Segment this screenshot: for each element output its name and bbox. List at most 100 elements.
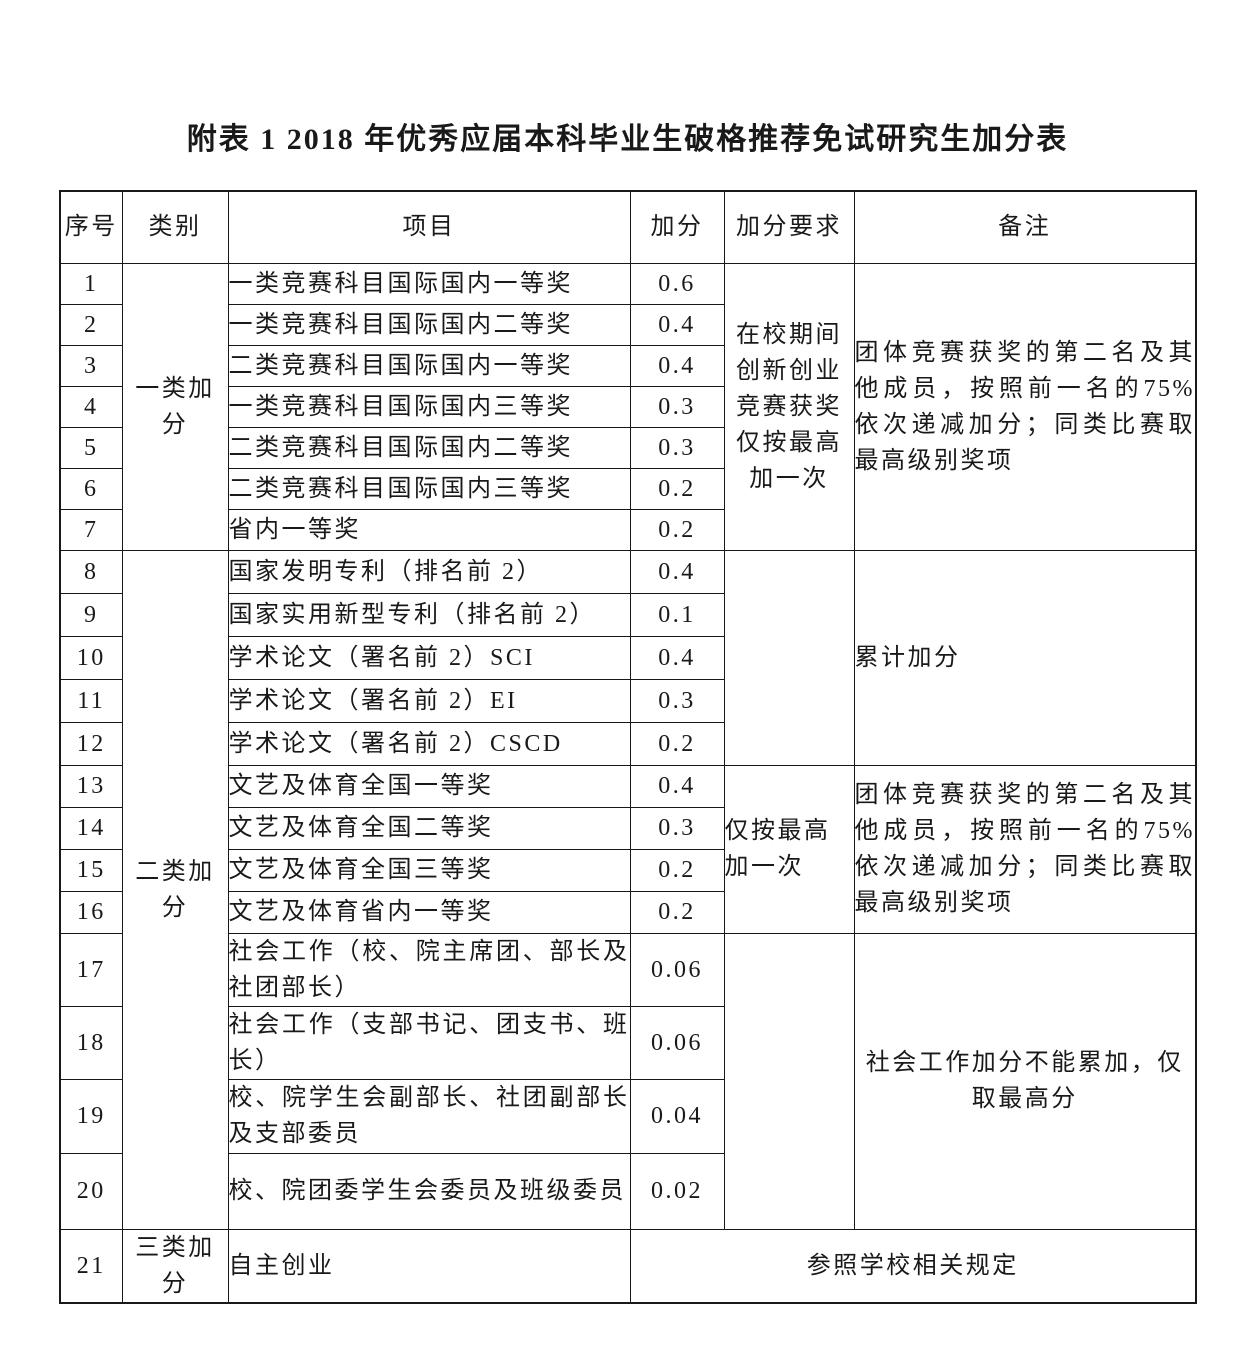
bonus-points-table: 序号 类别 项目 加分 加分要求 备注 1 一类加分 一类竞赛科目国际国内一等奖… bbox=[59, 190, 1197, 1304]
row-number-cell: 14 bbox=[59, 806, 123, 850]
page-title: 附表 1 2018 年优秀应届本科毕业生破格推荐免试研究生加分表 bbox=[186, 123, 1069, 156]
table-row: 12 学术论文（署名前 2）CSCD 0.2 bbox=[59, 721, 1196, 766]
score-cell: 0.1 bbox=[629, 592, 725, 637]
requirement-cell-rows-13-16: 仅按最高加一次 bbox=[723, 764, 855, 934]
row-number-cell: 5 bbox=[59, 426, 123, 469]
table-row: 19 校、院学生会副部长、社团副部长及支部委员 0.04 bbox=[59, 1078, 1196, 1154]
table-row: 14 文艺及体育全国二等奖 0.3 bbox=[59, 806, 1196, 850]
row-number-cell: 12 bbox=[59, 721, 123, 766]
item-cell: 学术论文（署名前 2）CSCD bbox=[227, 721, 631, 766]
score-cell: 0.06 bbox=[629, 1005, 725, 1080]
remark-cell-rows-8-12: 累计加分 bbox=[853, 549, 1197, 766]
requirement-cell-rows-1-7: 在校期间创新创业竞赛获奖仅按最高加一次 bbox=[723, 262, 855, 551]
table-row: 20 校、院团委学生会委员及班级委员 0.02 bbox=[59, 1152, 1196, 1230]
remark-cell-row-21: 参照学校相关规定 bbox=[629, 1228, 1197, 1303]
row-number-cell: 9 bbox=[59, 592, 123, 637]
score-cell: 0.2 bbox=[629, 890, 725, 934]
score-cell: 0.2 bbox=[629, 508, 725, 551]
score-cell: 0.4 bbox=[629, 549, 725, 594]
score-cell: 0.3 bbox=[629, 385, 725, 428]
score-cell: 0.02 bbox=[629, 1152, 725, 1230]
table-row: 2 一类竞赛科目国际国内二等奖 0.4 bbox=[59, 303, 1196, 346]
score-cell: 0.3 bbox=[629, 678, 725, 723]
remark-cell-rows-1-7: 团体竞赛获奖的第二名及其他成员，按照前一名的75%依次递减加分；同类比赛取最高级… bbox=[853, 262, 1197, 551]
item-cell: 校、院团委学生会委员及班级委员 bbox=[227, 1152, 631, 1230]
row-number-cell: 18 bbox=[59, 1005, 123, 1080]
item-cell: 二类竞赛科目国际国内三等奖 bbox=[227, 467, 631, 510]
item-cell: 文艺及体育全国三等奖 bbox=[227, 848, 631, 892]
row-number-cell: 2 bbox=[59, 303, 123, 346]
table-row: 15 文艺及体育全国三等奖 0.2 bbox=[59, 848, 1196, 892]
row-number-cell: 21 bbox=[59, 1228, 123, 1303]
item-cell: 学术论文（署名前 2）SCI bbox=[227, 635, 631, 680]
col-header-item: 项目 bbox=[227, 190, 631, 264]
item-cell: 一类竞赛科目国际国内三等奖 bbox=[227, 385, 631, 428]
col-header-requirement: 加分要求 bbox=[723, 190, 855, 264]
category-cell-class2: 二类加分 bbox=[121, 549, 229, 1230]
row-number-cell: 16 bbox=[59, 890, 123, 934]
row-number-cell: 4 bbox=[59, 385, 123, 428]
table-row: 18 社会工作（支部书记、团支书、班长） 0.06 bbox=[59, 1005, 1196, 1080]
table-row: 17 社会工作（校、院主席团、部长及社团部长） 0.06 社会工作加分不能累加，… bbox=[59, 932, 1197, 1230]
item-cell: 国家发明专利（排名前 2） bbox=[227, 549, 631, 594]
row-number-cell: 3 bbox=[59, 344, 123, 387]
table-row: 3 二类竞赛科目国际国内一等奖 0.4 bbox=[59, 344, 1196, 387]
table-row: 1 一类加分 一类竞赛科目国际国内一等奖 0.6 在校期间创新创业竞赛获奖仅按最… bbox=[59, 262, 1197, 551]
score-cell: 0.4 bbox=[629, 344, 725, 387]
item-cell: 国家实用新型专利（排名前 2） bbox=[227, 592, 631, 637]
row-number-cell: 6 bbox=[59, 467, 123, 510]
row-number-cell: 7 bbox=[59, 508, 123, 551]
remark-cell-rows-17-20: 社会工作加分不能累加，仅取最高分 bbox=[853, 932, 1197, 1230]
item-cell: 校、院学生会副部长、社团副部长及支部委员 bbox=[227, 1078, 631, 1154]
category-cell-class3: 三类加分 bbox=[121, 1228, 229, 1303]
table-row: 9 国家实用新型专利（排名前 2） 0.1 bbox=[59, 592, 1196, 637]
row-number-cell: 11 bbox=[59, 678, 123, 723]
score-cell: 0.06 bbox=[629, 932, 725, 1007]
score-cell: 0.3 bbox=[629, 426, 725, 469]
score-cell: 0.2 bbox=[629, 467, 725, 510]
score-cell: 0.04 bbox=[629, 1078, 725, 1154]
row-number-cell: 15 bbox=[59, 848, 123, 892]
header-row: 序号 类别 项目 加分 加分要求 备注 bbox=[59, 190, 1197, 264]
item-cell: 社会工作（校、院主席团、部长及社团部长） bbox=[227, 932, 631, 1007]
item-cell: 文艺及体育全国一等奖 bbox=[227, 764, 631, 808]
row-number-cell: 8 bbox=[59, 549, 123, 594]
table-row: 11 学术论文（署名前 2）EI 0.3 bbox=[59, 678, 1196, 723]
table-row: 6 二类竞赛科目国际国内三等奖 0.2 bbox=[59, 467, 1196, 510]
score-cell: 0.4 bbox=[629, 303, 725, 346]
table-row: 5 二类竞赛科目国际国内二等奖 0.3 bbox=[59, 426, 1196, 469]
requirement-cell-rows-8-12-empty bbox=[723, 549, 855, 766]
row-number-cell: 19 bbox=[59, 1078, 123, 1154]
item-cell: 文艺及体育全国二等奖 bbox=[227, 806, 631, 850]
category-cell-class1: 一类加分 bbox=[121, 262, 229, 551]
row-number-cell: 13 bbox=[59, 764, 123, 808]
table-row: 10 学术论文（署名前 2）SCI 0.4 bbox=[59, 635, 1196, 680]
table-row: 8 二类加分 国家发明专利（排名前 2） 0.4 累计加分 bbox=[59, 549, 1197, 1230]
item-cell: 文艺及体育省内一等奖 bbox=[227, 890, 631, 934]
row-number-cell: 17 bbox=[59, 932, 123, 1007]
col-header-score: 加分 bbox=[629, 190, 725, 264]
score-cell: 0.6 bbox=[629, 262, 725, 305]
table-row: 21 三类加分 自主创业 参照学校相关规定 bbox=[59, 1228, 1197, 1303]
item-cell: 二类竞赛科目国际国内一等奖 bbox=[227, 344, 631, 387]
col-header-no: 序号 bbox=[59, 190, 123, 264]
col-header-category: 类别 bbox=[121, 190, 229, 264]
score-cell: 0.4 bbox=[629, 635, 725, 680]
item-cell: 二类竞赛科目国际国内二等奖 bbox=[227, 426, 631, 469]
item-cell: 社会工作（支部书记、团支书、班长） bbox=[227, 1005, 631, 1080]
row-number-cell: 10 bbox=[59, 635, 123, 680]
item-cell: 一类竞赛科目国际国内一等奖 bbox=[227, 262, 631, 305]
item-cell: 自主创业 bbox=[227, 1228, 631, 1303]
table-row: 16 文艺及体育省内一等奖 0.2 bbox=[59, 890, 1196, 934]
row-number-cell: 20 bbox=[59, 1152, 123, 1230]
remark-cell-rows-13-16: 团体竞赛获奖的第二名及其他成员，按照前一名的75%依次递减加分；同类比赛取最高级… bbox=[853, 764, 1197, 934]
score-cell: 0.4 bbox=[629, 764, 725, 808]
item-cell: 一类竞赛科目国际国内二等奖 bbox=[227, 303, 631, 346]
table-row: 7 省内一等奖 0.2 bbox=[59, 508, 1196, 551]
item-cell: 学术论文（署名前 2）EI bbox=[227, 678, 631, 723]
score-cell: 0.3 bbox=[629, 806, 725, 850]
score-cell: 0.2 bbox=[629, 848, 725, 892]
item-cell: 省内一等奖 bbox=[227, 508, 631, 551]
table-row: 13 文艺及体育全国一等奖 0.4 仅按最高加一次 团体竞赛获奖的第二名及其他成… bbox=[59, 764, 1197, 934]
